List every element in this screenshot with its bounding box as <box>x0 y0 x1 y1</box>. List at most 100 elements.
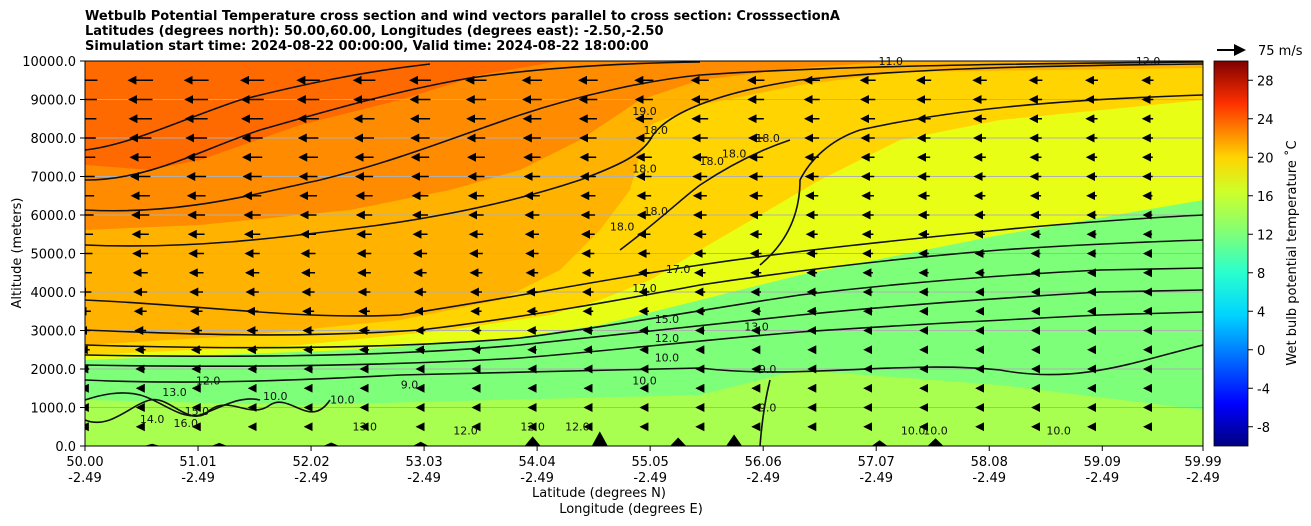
x-axis: 50.00-2.4951.01-2.4952.02-2.4953.03-2.49… <box>66 446 1222 486</box>
colorbar-tick-label-5: 12 <box>1257 228 1274 243</box>
y-tick-label-2: 2000.0 <box>31 363 77 378</box>
x-tick-lat-9: 59.09 <box>1084 455 1121 470</box>
contour-label-28: 12.0 <box>565 421 590 434</box>
colorbar-tick-label-8: 24 <box>1257 113 1274 128</box>
colorbar-tick-label-3: 4 <box>1257 305 1265 320</box>
contour-label-4: 18.0 <box>699 155 724 168</box>
contour-label-0: 19.0 <box>632 105 657 118</box>
x-tick-lon-1: -2.49 <box>181 471 215 486</box>
y-tick-label-1: 1000.0 <box>31 402 77 417</box>
contour-label-19: 14.0 <box>140 413 165 426</box>
x-tick-lat-1: 51.01 <box>179 455 216 470</box>
contour-label-25: 13.0 <box>353 421 378 434</box>
colorbar-tick-label-7: 20 <box>1257 151 1274 166</box>
contour-label-8: 17.0 <box>666 263 691 276</box>
y-tick-label-9: 9000.0 <box>31 94 77 109</box>
contour-label-24: 9.0 <box>401 378 419 391</box>
x-tick-lon-6: -2.49 <box>746 471 780 486</box>
contour-line-5 <box>85 344 1203 383</box>
contour-line-11 <box>759 94 1203 266</box>
contour-label-31: 10.0 <box>1046 424 1071 437</box>
x-tick-lat-8: 58.08 <box>971 455 1008 470</box>
y-axis: 0.0 1000.0 2000.0 3000.0 4000.0 5000.0 6000.0 7… <box>22 55 85 455</box>
colorbar-tick-label-1: -4 <box>1257 382 1270 397</box>
y-tick-label-10: 10000.0 <box>22 55 76 70</box>
contour-line-8 <box>85 61 701 181</box>
colorbar-tick-label-6: 16 <box>1257 190 1274 205</box>
y-tick-label-3: 3000.0 <box>31 325 77 340</box>
y-tick-label-6: 6000.0 <box>31 209 77 224</box>
contour-label-6: 18.0 <box>644 205 669 218</box>
chart-title-line-2: Latitudes (degrees north): 50.00,60.00, … <box>85 24 664 39</box>
contour-line-14 <box>759 379 771 446</box>
contour-label-26: 12.0 <box>453 424 478 437</box>
colorbar-ticks: -8 -4 0 4 8 12 16 20 24 28 <box>1248 74 1274 436</box>
contour-label-12: 12.0 <box>655 332 680 345</box>
x-tick-lat-2: 52.02 <box>292 455 329 470</box>
x-tick-lat-4: 54.04 <box>519 455 556 470</box>
contour-label-14: 10.0 <box>632 374 657 387</box>
contour-line-13 <box>85 392 261 417</box>
x-tick-lat-3: 53.03 <box>405 455 442 470</box>
quiver-key-label: 75 m/s <box>1258 44 1303 59</box>
y-tick-label-4: 4000.0 <box>31 286 77 301</box>
colorbar-tick-label-9: 28 <box>1257 74 1274 89</box>
colorbar-tick-label-4: 8 <box>1257 267 1265 282</box>
x-tick-lon-7: -2.49 <box>859 471 893 486</box>
contour-label-10: 15.0 <box>655 313 680 326</box>
x-tick-lat-5: 55.05 <box>632 455 669 470</box>
contour-label-23: 10.0 <box>330 394 355 407</box>
contour-line-10 <box>619 139 791 251</box>
x-tick-lon-2: -2.49 <box>294 471 328 486</box>
contour-line-6 <box>85 63 1203 247</box>
contour-label-20: 13.0 <box>162 386 187 399</box>
x-tick-lon-10: -2.49 <box>1186 471 1220 486</box>
colorbar-tick-label-0: -8 <box>1257 421 1270 436</box>
y-tick-label-0: 0.0 <box>55 440 76 455</box>
contour-labels: 19.018.018.018.018.018.018.018.017.017.0… <box>140 55 1161 438</box>
contour-label-9: 17.0 <box>632 282 657 295</box>
y-tick-label-8: 8000.0 <box>31 132 77 147</box>
contour-label-29: 10.0 <box>901 424 926 437</box>
contour-label-2: 18.0 <box>632 163 657 176</box>
x-tick-lat-6: 56.06 <box>745 455 782 470</box>
colorbar <box>1213 60 1249 447</box>
contour-label-1: 18.0 <box>644 124 669 137</box>
contour-label-11: 13.0 <box>744 321 769 334</box>
contour-label-18: 16.0 <box>173 417 198 430</box>
x-tick-lat-10: 59.99 <box>1184 455 1221 470</box>
y-axis-label: Altitude (meters) <box>10 198 25 309</box>
colorbar-label: Wet bulb potential temperature ˚C <box>1284 140 1300 365</box>
contour-label-30: 10.0 <box>923 424 948 437</box>
contour-line-1 <box>85 239 1203 336</box>
x-axis-label-lon: Longitude (degrees E) <box>559 502 703 517</box>
y-tick-label-5: 5000.0 <box>31 248 77 263</box>
x-tick-lon-0: -2.49 <box>68 471 102 486</box>
x-tick-lat-0: 50.00 <box>66 455 103 470</box>
x-tick-lon-3: -2.49 <box>407 471 441 486</box>
contour-label-22: 10.0 <box>263 390 288 403</box>
contour-line-0 <box>85 214 1203 317</box>
contour-line-7 <box>85 61 1203 212</box>
wind-vectors <box>85 75 1154 432</box>
chart-title-line-1: Wetbulb Potential Temperature cross sect… <box>85 9 840 24</box>
x-axis-label-lat: Latitude (degrees N) <box>532 486 666 501</box>
chart-title-line-3: Simulation start time: 2024-08-22 00:00:… <box>85 39 649 54</box>
x-tick-lat-7: 57.07 <box>858 455 895 470</box>
contour-label-21: 15.0 <box>185 405 210 418</box>
x-tick-lon-4: -2.49 <box>520 471 554 486</box>
contour-label-17: 12.0 <box>196 374 221 387</box>
contour-label-5: 18.0 <box>755 132 780 145</box>
x-tick-lon-8: -2.49 <box>972 471 1006 486</box>
y-tick-label-7: 7000.0 <box>31 171 77 186</box>
colorbar-tick-label-2: 0 <box>1257 344 1265 359</box>
x-tick-lon-5: -2.49 <box>633 471 667 486</box>
x-tick-lon-9: -2.49 <box>1085 471 1119 486</box>
contour-label-15: 9.0 <box>759 363 777 376</box>
contour-line-2 <box>85 267 1203 349</box>
contour-label-13: 10.0 <box>655 351 680 364</box>
contour-label-27: 12.0 <box>520 421 545 434</box>
contour-label-7: 18.0 <box>610 220 635 233</box>
band-orange-dark <box>85 61 560 170</box>
